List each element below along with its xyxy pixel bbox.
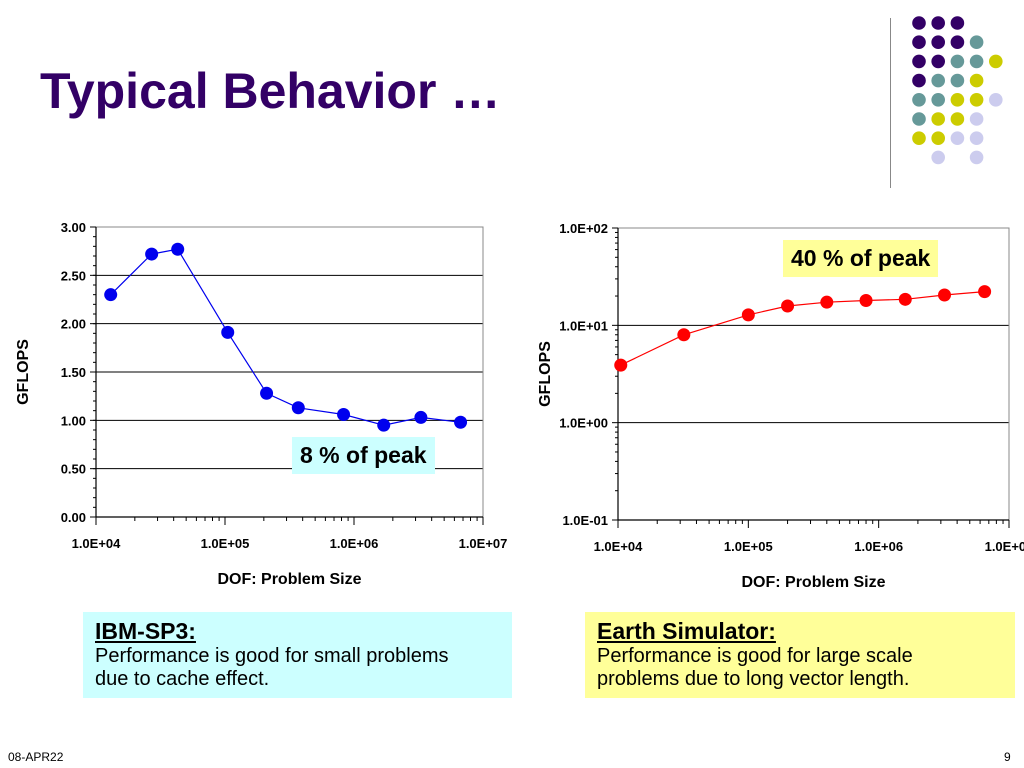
decorative-dot xyxy=(931,35,945,49)
left-y-tick-label: 0.50 xyxy=(61,462,86,477)
decorative-dot xyxy=(931,131,945,145)
right-x-tick-label: 1.0E+05 xyxy=(724,539,773,554)
earth-simulator-heading: Earth Simulator: xyxy=(597,618,776,644)
decorative-dot xyxy=(969,73,984,88)
left-data-point xyxy=(377,418,391,432)
peak-callout-right: 40 % of peak xyxy=(783,240,939,277)
decorative-dot xyxy=(989,54,1003,69)
ibm-sp3-line-2: due to cache effect. xyxy=(95,668,270,690)
left-y-tick-label: 3.00 xyxy=(61,220,86,235)
earth-simulator-line-2: problems due to long vector length. xyxy=(597,668,910,690)
charts-canvas: 0.00 0.50 1.00 1.50 2.00 2.50 3.00 1.0E+04 1.0E+… xyxy=(15,220,1024,591)
decorative-dot xyxy=(969,112,984,126)
decorative-dot xyxy=(931,73,945,88)
decorative-dot xyxy=(969,54,984,69)
right-x-tick-label: 1.0E+06 xyxy=(854,539,903,554)
right-x-tick-label: 1.0E+04 xyxy=(594,539,644,554)
right-y-tick-label: 1.0E+00 xyxy=(559,416,608,431)
ibm-sp3-heading: IBM-SP3: xyxy=(95,618,196,644)
left-chart: 0.00 0.50 1.00 1.50 2.00 2.50 3.00 1.0E+04 1.0E+… xyxy=(15,220,507,588)
left-x-tick-label: 1.0E+05 xyxy=(201,536,250,551)
left-data-point xyxy=(291,401,305,415)
left-data-point xyxy=(260,386,274,400)
decorative-dot xyxy=(931,112,945,126)
left-data-point xyxy=(171,242,185,256)
right-data-point xyxy=(820,295,834,309)
left-x-tick-label: 1.0E+06 xyxy=(330,536,379,551)
right-y-tick-label: 1.0E+01 xyxy=(559,318,608,333)
right-data-point xyxy=(614,358,628,372)
decorative-divider xyxy=(890,18,891,188)
left-y-tick-label: 2.00 xyxy=(61,317,86,332)
decorative-dot xyxy=(912,16,926,30)
slide-title: Typical Behavior … xyxy=(40,63,501,119)
decorative-dot xyxy=(912,35,926,49)
right-x-tick-label: 1.0E+07 xyxy=(985,539,1024,554)
right-data-point xyxy=(741,308,755,322)
decorative-dot xyxy=(950,131,965,145)
left-y-tick-label: 1.50 xyxy=(61,365,86,380)
decorative-dot xyxy=(989,93,1003,107)
right-data-point xyxy=(781,299,795,313)
decorative-dot xyxy=(931,16,945,30)
decorative-dot xyxy=(950,112,965,126)
left-data-point xyxy=(454,415,468,429)
decorative-dot xyxy=(950,73,965,88)
earth-simulator-line-1: Performance is good for large scale xyxy=(597,645,913,667)
right-y-axis-label: GFLOPS xyxy=(537,341,554,407)
decorative-dot xyxy=(912,54,926,69)
left-y-axis-label: GFLOPS xyxy=(15,339,32,405)
left-data-point xyxy=(221,325,235,339)
decorative-dot xyxy=(931,150,945,165)
decorative-dot xyxy=(931,93,945,107)
decorative-dot xyxy=(969,35,984,49)
decorative-dot-grid xyxy=(912,16,1003,165)
decorative-dot xyxy=(950,16,965,30)
peak-callout-left: 8 % of peak xyxy=(292,437,435,474)
earth-simulator-description-box: Earth Simulator: Performance is good for… xyxy=(585,612,1015,698)
right-y-tick-label: 1.0E+02 xyxy=(559,221,608,236)
left-data-point xyxy=(145,247,159,261)
left-data-point xyxy=(414,410,428,424)
left-y-tick-label: 1.00 xyxy=(61,413,86,428)
right-data-point xyxy=(898,292,912,306)
left-series-line xyxy=(110,248,461,426)
left-x-axis-label: DOF: Problem Size xyxy=(217,571,361,588)
left-x-tick-label: 1.0E+07 xyxy=(459,536,508,551)
decorative-dot xyxy=(969,93,984,107)
decorative-dot xyxy=(950,54,965,69)
decorative-dot xyxy=(912,73,926,88)
left-x-tick-label: 1.0E+04 xyxy=(72,536,122,551)
decorative-dot xyxy=(950,93,965,107)
right-y-tick-label: 1.0E-01 xyxy=(562,513,608,528)
right-chart: 1.0E-01 1.0E+00 1.0E+01 1.0E+02 1.0E+04 1.0E+… xyxy=(537,221,1024,591)
ibm-sp3-line-1: Performance is good for small problems xyxy=(95,645,449,667)
decorative-dot xyxy=(912,112,926,126)
right-data-point xyxy=(677,328,691,342)
left-data-point xyxy=(337,408,351,422)
left-y-tick-label: 2.50 xyxy=(61,268,86,283)
right-data-point xyxy=(859,293,873,307)
left-data-point xyxy=(104,288,118,302)
decorative-dot xyxy=(969,131,984,145)
right-data-point xyxy=(978,285,992,299)
right-x-axis-label: DOF: Problem Size xyxy=(741,574,885,591)
decorative-dot xyxy=(931,54,945,69)
decorative-dot xyxy=(950,35,965,49)
decorative-dot xyxy=(912,93,926,107)
slide-page-number: 9 xyxy=(1004,750,1011,764)
right-data-point xyxy=(938,288,952,302)
decorative-dot xyxy=(912,131,926,145)
left-y-tick-label: 0.00 xyxy=(61,510,86,525)
slide-date: 08-APR22 xyxy=(8,750,64,764)
ibm-sp3-description-box: IBM-SP3: Performance is good for small p… xyxy=(83,612,512,698)
decorative-dot xyxy=(969,150,984,165)
